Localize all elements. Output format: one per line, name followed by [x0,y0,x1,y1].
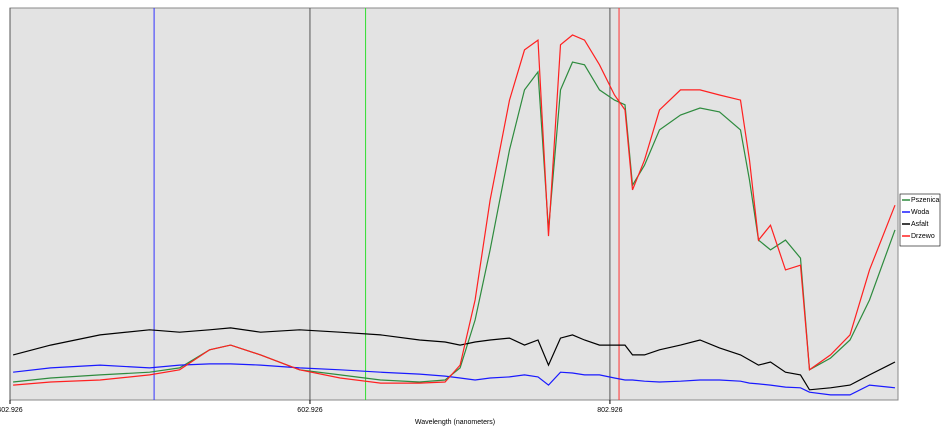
x-axis-label: Wavelength (nanometers) [415,419,495,426]
legend-label: Woda [911,209,929,216]
plot-area [9,7,899,401]
plot [9,8,896,400]
x-tick-label: 802.926 [597,407,622,414]
series-line [13,363,896,396]
series-line [12,327,896,391]
legend-label: Asfalt [911,221,929,228]
series-line [13,34,896,386]
x-tick-label: 602.926 [297,407,322,414]
legend-label: Pszenica [911,197,940,204]
legend [899,193,941,247]
x-tick-label: 402.926 [0,407,23,414]
legend-label: Drzewo [911,233,935,240]
